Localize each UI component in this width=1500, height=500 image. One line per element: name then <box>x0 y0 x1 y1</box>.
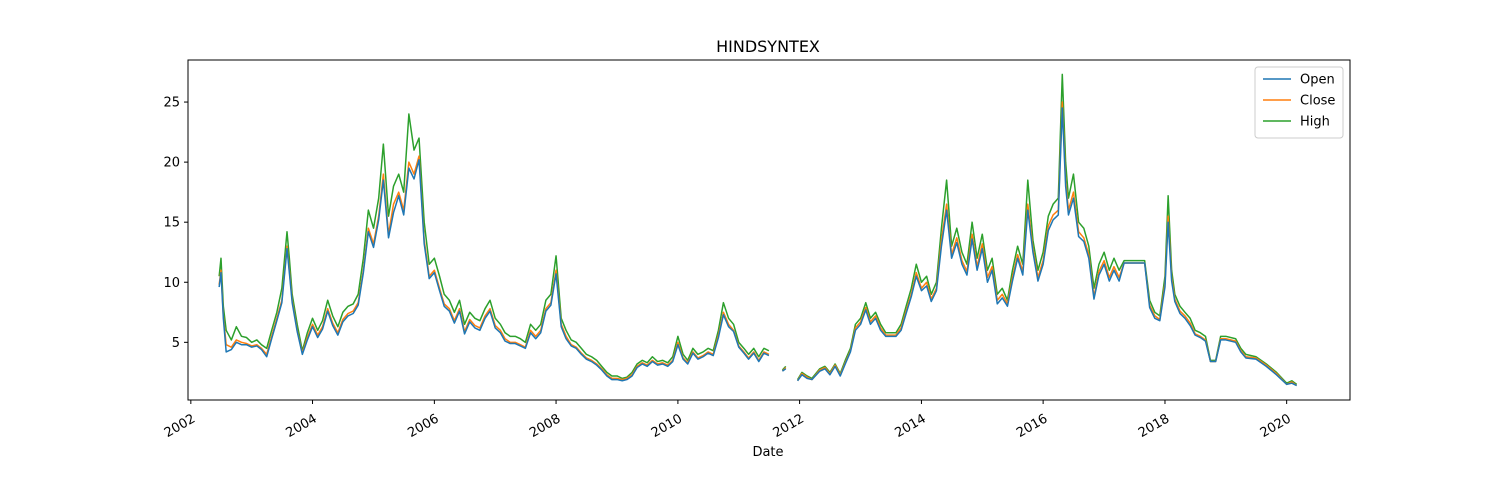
y-tick-label: 5 <box>172 336 180 351</box>
plot-frame <box>187 59 1351 401</box>
chart-title: HINDSYNTEX <box>716 37 820 56</box>
series-line-high <box>218 73 1298 385</box>
legend-label-close: Close <box>1300 94 1335 109</box>
legend: Open Close High <box>1254 66 1344 139</box>
y-tick-label: 20 <box>163 156 180 171</box>
series-layer <box>218 73 1298 387</box>
x-axis-label: Date <box>752 445 783 460</box>
y-tick-label: 15 <box>163 216 180 231</box>
y-tick-label: 10 <box>163 276 180 291</box>
y-axis: 5 10 15 20 25 <box>163 96 188 351</box>
series-line-open <box>218 107 1297 387</box>
legend-label-high: High <box>1300 115 1330 130</box>
legend-label-open: Open <box>1300 73 1335 88</box>
y-tick-label: 25 <box>163 96 180 111</box>
